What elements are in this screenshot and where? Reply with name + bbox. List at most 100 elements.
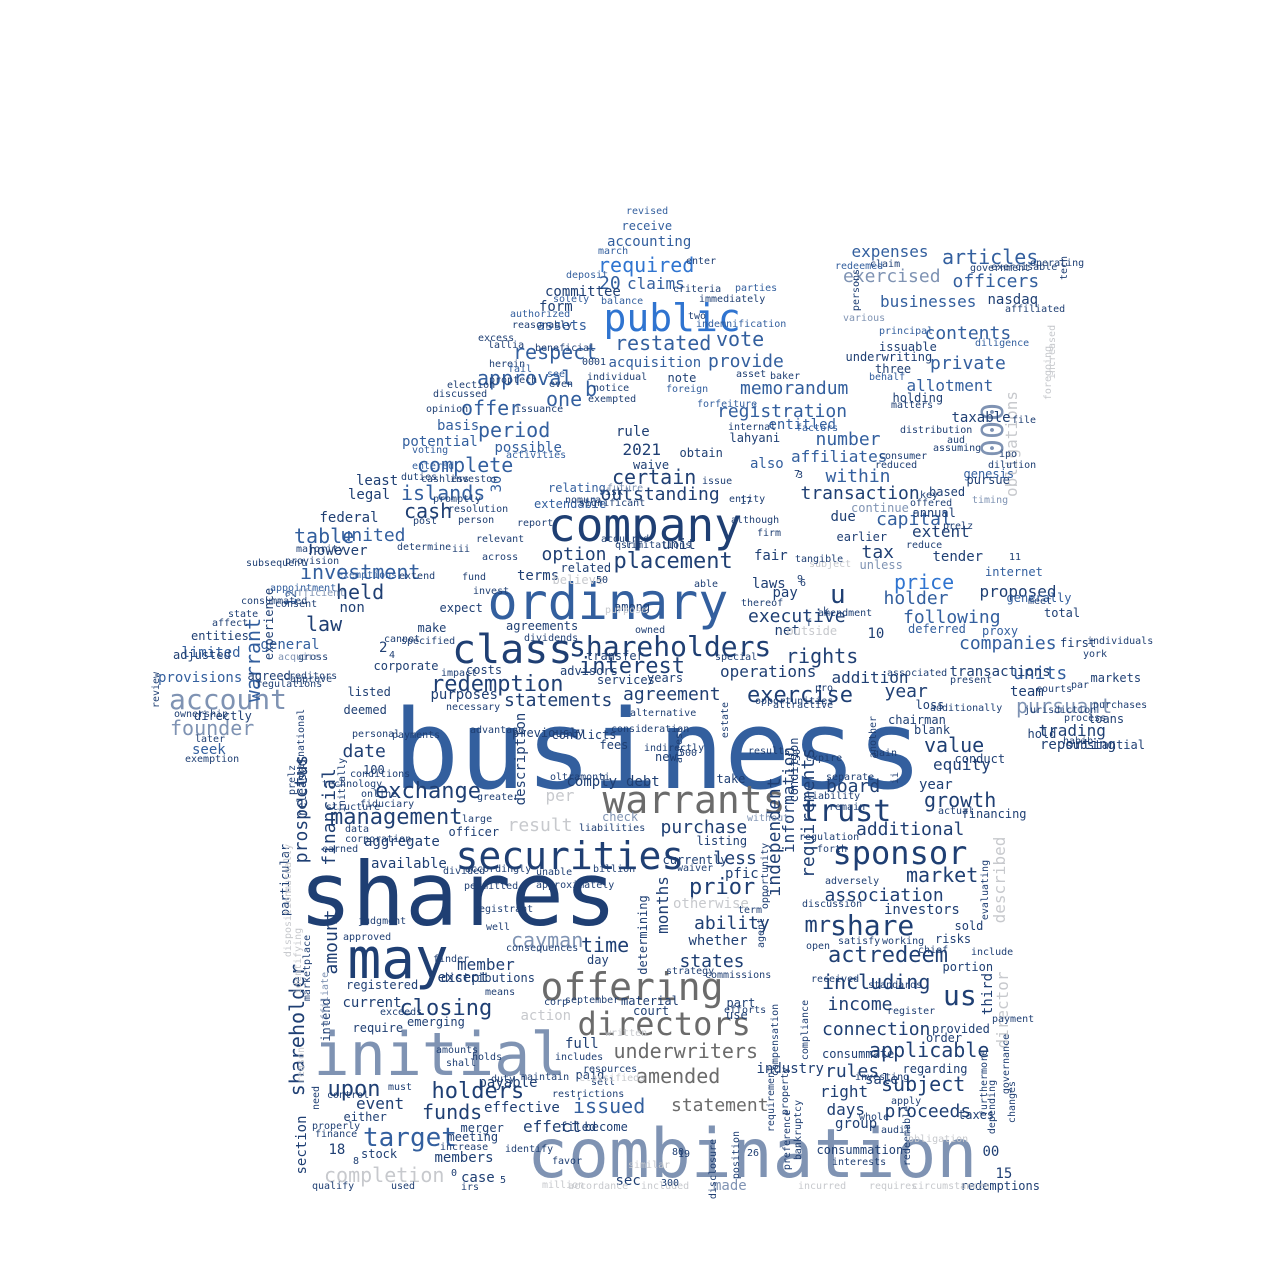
word-separate: separate <box>826 772 875 783</box>
word-taxes: taxes <box>958 1108 995 1122</box>
word-required: required <box>598 253 695 277</box>
word-units: units <box>1013 663 1068 684</box>
word-executive: executive <box>748 606 846 627</box>
word-2: 2 <box>379 640 388 656</box>
word-transfer: transfer <box>586 649 644 663</box>
word-board: board <box>826 776 881 797</box>
word-including: including <box>822 970 931 994</box>
word-claims: claims <box>627 274 685 293</box>
word-target: target <box>363 1123 457 1153</box>
word-connection: connection <box>822 1019 931 1040</box>
word-however: however <box>308 543 368 559</box>
word-purpose: purpose <box>605 605 648 616</box>
word-assuming: assuming <box>933 443 982 454</box>
word-00: 00 <box>982 1144 1000 1160</box>
word-4: 4 <box>389 650 396 661</box>
word-proptech: proptech <box>489 375 538 386</box>
word-non: non <box>339 600 365 616</box>
word-exercisable: exercisable <box>991 262 1058 273</box>
word-notice: notice <box>593 383 630 394</box>
word-chairman: chairman <box>888 713 946 727</box>
word-judgment: judgment <box>358 916 407 927</box>
word-founder: founder <box>170 716 255 740</box>
word-government: government <box>970 263 1031 274</box>
word-investing: investing <box>855 1072 910 1083</box>
word-requires: requires <box>869 1181 918 1192</box>
word-10: 10 <box>867 626 885 642</box>
word-case: case <box>461 1170 495 1186</box>
word-report: report <box>517 518 554 529</box>
word-securities: securities <box>455 834 685 878</box>
word-company: company <box>548 498 742 552</box>
word-behalf: behalf <box>869 372 906 383</box>
word-duty: duty <box>491 1074 516 1085</box>
word-distributions: distributions <box>441 971 535 985</box>
word-shareholders: shareholders <box>569 630 772 663</box>
word-amounts: amounts <box>436 1045 479 1056</box>
word-issue: issue <box>702 476 733 487</box>
word-pfic: pfic <box>725 866 759 882</box>
word-forfeiture: forfeiture <box>697 399 758 410</box>
word-governance: governance <box>1001 1033 1013 1095</box>
word-present: present <box>950 675 993 686</box>
word-holds: holds <box>472 1052 503 1063</box>
word-business: business <box>393 686 923 814</box>
word-related: related <box>560 561 612 575</box>
word-mutually: mutually <box>283 843 295 893</box>
word-future: future <box>607 483 644 494</box>
word-officer: officer <box>448 825 500 839</box>
word-tax: tax <box>861 542 895 563</box>
word-necessary: necessary <box>446 702 501 713</box>
word-forth: forth <box>817 844 848 855</box>
word-deferred: deferred <box>908 622 966 636</box>
word-additional: additional <box>856 819 965 840</box>
word-criteria: criteria <box>673 284 722 295</box>
word-3: 3 <box>797 470 804 481</box>
word-significant: significant <box>579 498 646 509</box>
word-investor: investor <box>450 474 499 485</box>
word-control: control <box>327 1090 370 1101</box>
word-material: material <box>621 994 679 1008</box>
word-post: post <box>413 516 438 527</box>
word-services: services <box>597 673 655 687</box>
word-filed: filed <box>560 1120 597 1134</box>
word-september: september <box>565 995 620 1006</box>
word-chief: chief <box>918 945 949 956</box>
word-nomura: nomura <box>565 495 602 506</box>
word-regulation: regulation <box>799 832 860 843</box>
word-previously: previously <box>512 726 585 740</box>
word-opinion: opinion <box>426 404 469 415</box>
word-limitations: limitations <box>625 540 692 551</box>
word-position: position <box>731 1130 743 1180</box>
word-maintain: maintain <box>521 1072 570 1083</box>
word-identify: identify <box>505 1144 554 1155</box>
word-nasdaq: nasdaq <box>987 292 1039 308</box>
word-well: well <box>486 922 511 933</box>
word-islands: islands <box>401 481 486 505</box>
word-team: team <box>1010 684 1044 700</box>
word-written: written <box>605 1028 648 1039</box>
word-key: key <box>920 490 939 501</box>
word-unable: unable <box>536 867 573 878</box>
word-members: members <box>434 1150 494 1166</box>
word-holders: holders <box>431 1079 525 1104</box>
word-certain: certain <box>612 465 697 489</box>
word-rights: rights <box>786 644 859 668</box>
word-favor: favor <box>552 1156 583 1167</box>
word-vote: vote <box>716 327 765 351</box>
word-third: third <box>980 972 997 1016</box>
word-additionally: additionally <box>930 703 1003 714</box>
word-net: net <box>774 623 800 639</box>
word-shall: shall <box>446 1058 477 1069</box>
word-0: 0 <box>451 1168 458 1179</box>
word-potential: potential <box>402 434 478 450</box>
word-loss: loss <box>915 698 945 712</box>
word-data: data <box>345 824 370 835</box>
word-agreed: agreed <box>247 669 291 683</box>
word-evaluating: evaluating <box>980 859 992 921</box>
word-complete: complete <box>417 453 514 477</box>
word-included: included <box>641 1181 690 1192</box>
word-see: see <box>547 369 566 380</box>
word-immediately: immediately <box>699 294 766 305</box>
word-means: means <box>485 987 516 998</box>
